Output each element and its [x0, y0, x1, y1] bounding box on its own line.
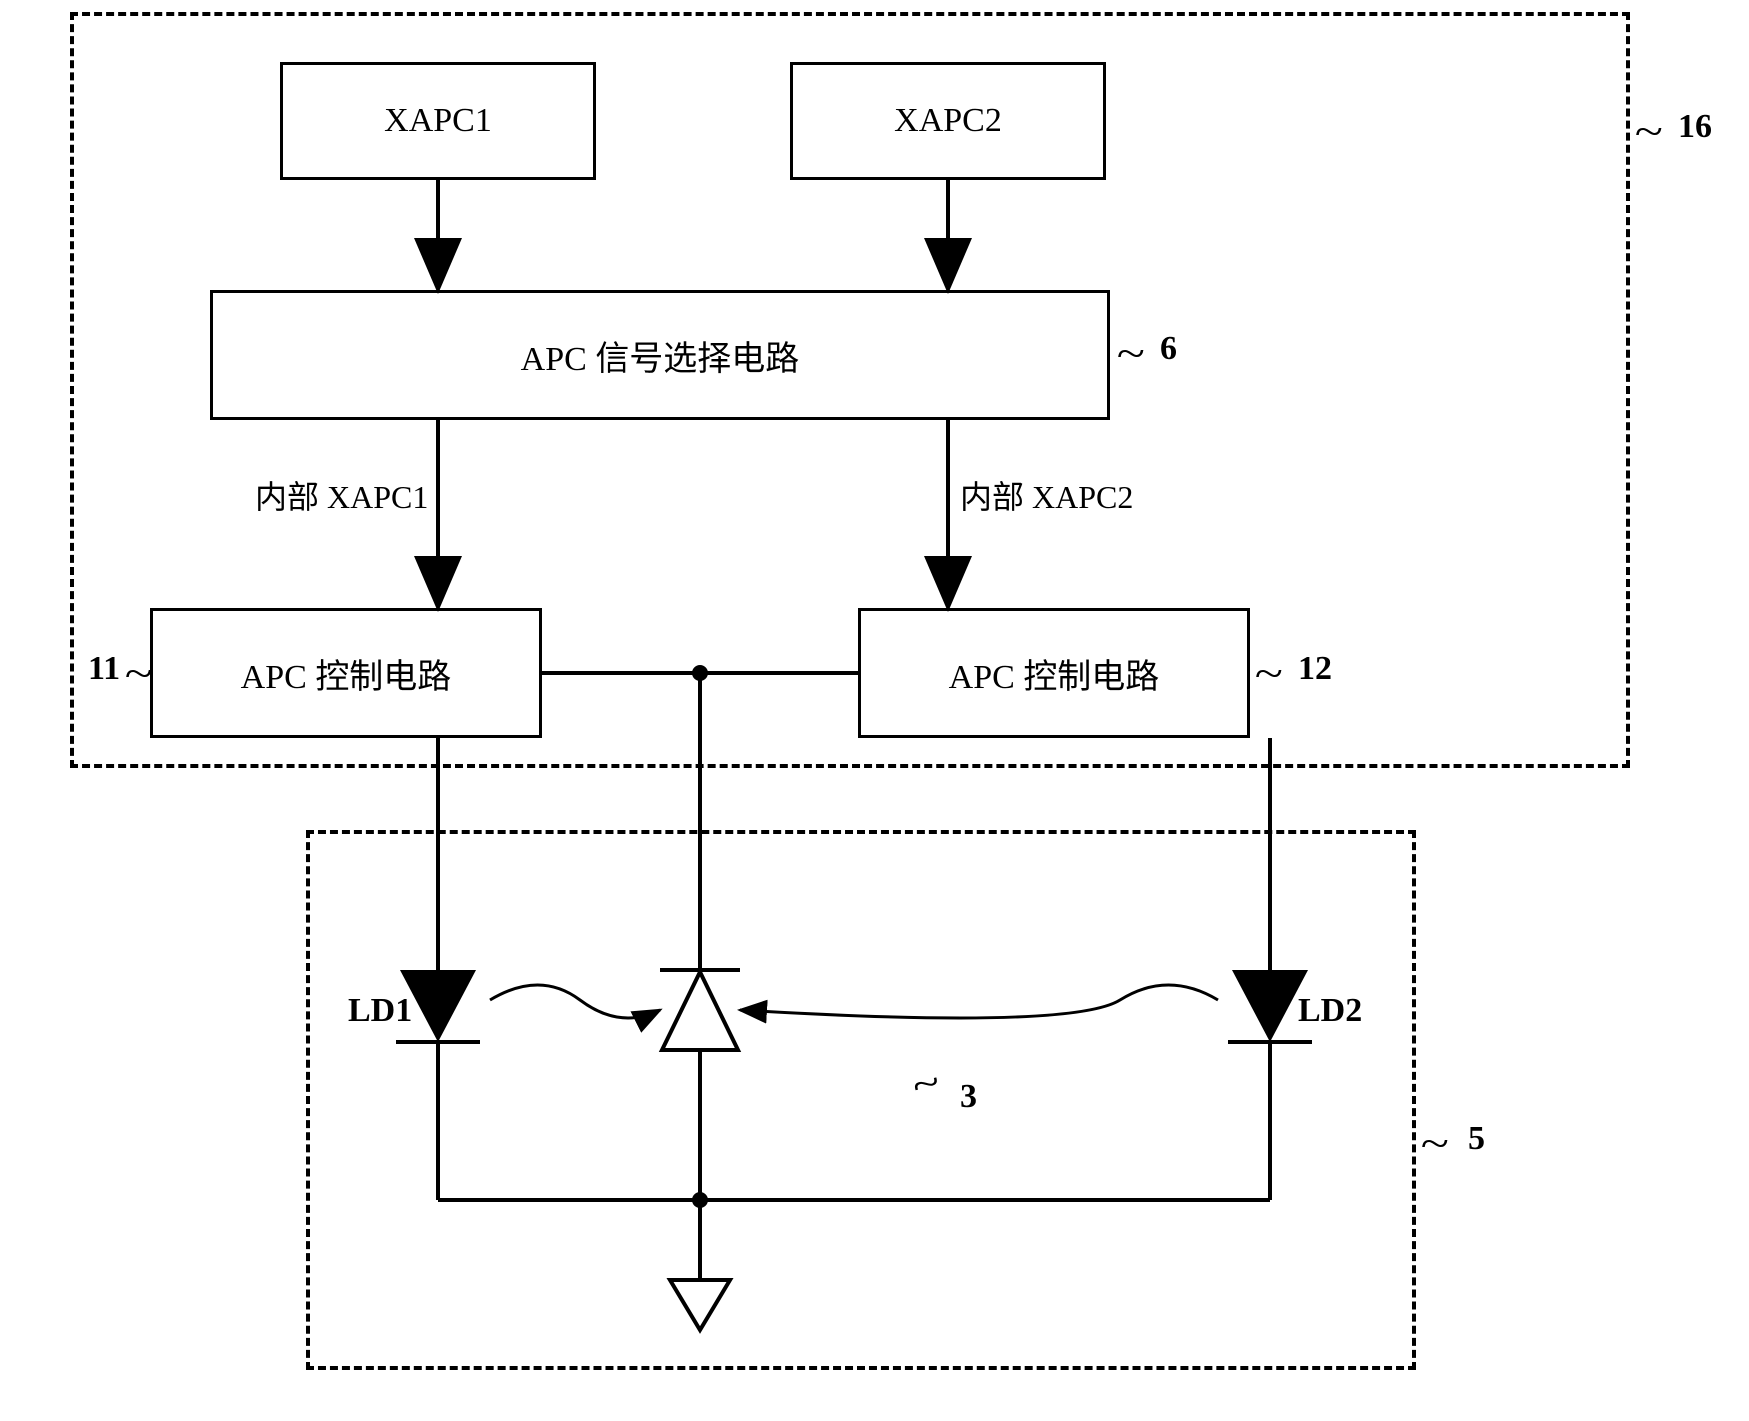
ref-label-6: 6 [1160, 330, 1177, 368]
tilde-5: ~ [1421, 1120, 1449, 1167]
apc-ctrl-1-block: APC 控制电路 [150, 608, 542, 738]
lower-dashed-box [306, 830, 1416, 1370]
ref-label-12: 12 [1298, 650, 1332, 688]
tilde-12: ~ [1255, 650, 1283, 697]
ref-label-3: 3 [960, 1078, 977, 1116]
ld1-label: LD1 [348, 992, 412, 1030]
ref-label-5: 5 [1468, 1120, 1485, 1158]
tilde-6: ~ [1117, 330, 1145, 377]
apc-ctrl-1-label: APC 控制电路 [241, 649, 452, 698]
selector-label: APC 信号选择电路 [521, 331, 800, 380]
apc-ctrl-2-block: APC 控制电路 [858, 608, 1250, 738]
ref-label-11: 11 [88, 650, 120, 688]
xapc1-label: XAPC1 [384, 102, 492, 140]
internal-xapc2-label: 内部 XAPC2 [960, 472, 1133, 518]
xapc2-block: XAPC2 [790, 62, 1106, 180]
internal-xapc1-label: 内部 XAPC1 [255, 472, 428, 518]
xapc2-label: XAPC2 [894, 102, 1002, 140]
tilde-16: ~ [1635, 108, 1663, 155]
selector-block: APC 信号选择电路 [210, 290, 1110, 420]
xapc1-block: XAPC1 [280, 62, 596, 180]
tilde-11: ~ [125, 650, 153, 697]
diagram-container: ~ 16 XAPC1 XAPC2 APC 信号选择电路 ~ 6 APC 控制电路… [0, 0, 1749, 1421]
ld2-label: LD2 [1298, 992, 1362, 1030]
apc-ctrl-2-label: APC 控制电路 [949, 649, 1160, 698]
ref-label-16: 16 [1678, 108, 1712, 146]
